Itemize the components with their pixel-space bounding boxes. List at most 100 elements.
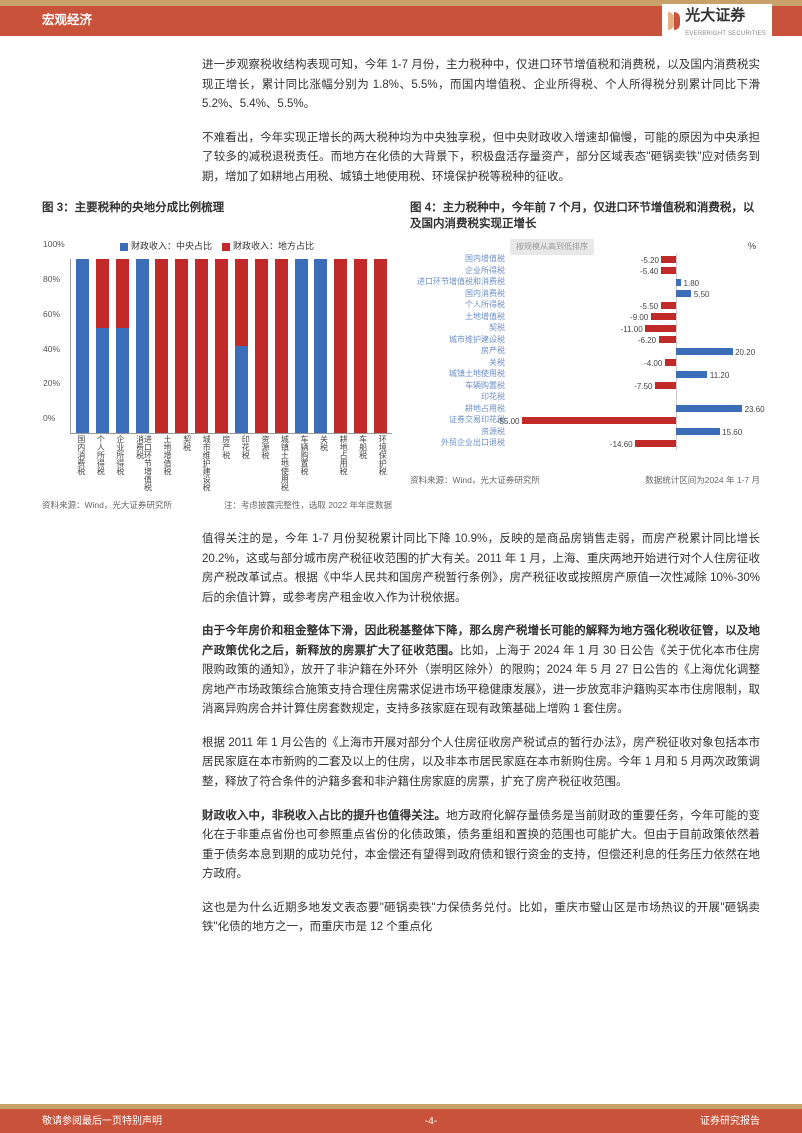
chart4-track: -9.00 (508, 313, 760, 320)
chart3-seg-local (96, 259, 109, 329)
chart3-seg-local (195, 259, 208, 433)
chart4-category: 城镇土地使用税 (410, 370, 508, 378)
chart3-legend: 财政收入：中央占比 财政收入：地方占比 (42, 239, 392, 254)
chart3-bar (175, 259, 188, 433)
chart4-value-label: 23.60 (745, 403, 765, 417)
chart3-xlabel: 耕地占用税 (339, 435, 347, 495)
body-p6-bold: 财政收入中，非税收入占比的提升也值得关注。 (202, 810, 446, 822)
chart3-seg-local (354, 259, 367, 433)
charts-row: 图 3：主要税种的央地分成比例梳理 财政收入：中央占比 财政收入：地方占比 国内… (42, 201, 760, 512)
chart4-value-label: 5.50 (694, 288, 710, 302)
legend-swatch-central (120, 243, 128, 251)
chart3-seg-central (235, 346, 248, 433)
chart3-seg-central (96, 328, 109, 432)
chart3-seg-local (215, 259, 228, 433)
chart4-track (508, 394, 760, 401)
chart3-ytick: 40% (43, 341, 60, 355)
chart3-bars (71, 259, 392, 433)
chart4-bar (659, 336, 676, 343)
chart4-row: 资源税15.60 (410, 426, 760, 438)
chart4-track: 20.20 (508, 348, 760, 355)
chart4-row: 城市维护建设税-6.20 (410, 334, 760, 346)
chart4-bar (635, 440, 676, 447)
legend-local: 财政收入：地方占比 (233, 241, 314, 251)
chart3-xlabel: 环境保护税 (378, 435, 386, 495)
chart3-xlabel: 关税 (320, 435, 328, 495)
chart4-zero-line (676, 437, 677, 450)
chart4-value-label: -6.20 (638, 334, 656, 348)
chart4-track: -55.00 (508, 417, 760, 424)
chart3-seg-local (235, 259, 248, 346)
chart4-value-label: 15.60 (722, 426, 742, 440)
chart3-plot: 国内消费税个人所得税企业所得税进口环节增值税消费税土地增值税契税城市维护建设税房… (70, 259, 392, 434)
logo-text-en: EVERBRIGHT SECURITIES (685, 29, 766, 39)
chart3-xlabel: 土地增值税 (163, 435, 171, 495)
chart3-source-right: 注：考虑披露完整性，选取 2022 年年度数据 (224, 498, 392, 512)
chart3-bar (275, 259, 288, 433)
chart3-seg-local (275, 259, 288, 433)
chart4-row: 外贸企业出口退税-14.60 (410, 437, 760, 449)
chart4-bar (676, 371, 707, 378)
body-p7: 这也是为什么近期多地发文表态要"砸锅卖铁"力保债务兑付。比如，重庆市璧山区是市场… (202, 899, 760, 938)
chart3-seg-central (314, 259, 327, 433)
chart4-bar (651, 313, 676, 320)
chart4-row: 车辆购置税-7.50 (410, 380, 760, 392)
chart3-xlabel: 城市维护建设税 (202, 435, 210, 495)
chart4-category: 国内消费税 (410, 290, 508, 298)
chart3-seg-central (116, 328, 129, 432)
chart3-xlabel: 个人所得税 (96, 435, 104, 495)
chart4-value-label: 20.20 (735, 346, 755, 360)
chart3-bar (76, 259, 89, 433)
intro-p1: 进一步观察税收结构表现可知，今年 1-7 月份，主力税种中，仅进口环节增值税和消… (202, 56, 760, 115)
chart3-seg-local (175, 259, 188, 433)
chart4-row: 耕地占用税23.60 (410, 403, 760, 415)
chart4-bar (665, 359, 676, 366)
chart4-value-label: -7.50 (634, 380, 652, 394)
chart4-category: 企业所得税 (410, 267, 508, 275)
chart4-category: 印花税 (410, 393, 508, 401)
chart3-seg-local (334, 259, 347, 433)
chart3-bar (235, 259, 248, 433)
chart4-row: 房产税20.20 (410, 345, 760, 357)
chart3-seg-central (76, 259, 89, 433)
chart3-bar (334, 259, 347, 433)
chart3-source: 资料来源：Wind，光大证券研究所 注：考虑披露完整性，选取 2022 年年度数… (42, 498, 392, 512)
chart3-bar (155, 259, 168, 433)
body-p6: 财政收入中，非税收入占比的提升也值得关注。地方政府化解存量债务是当前财政的重要任… (202, 807, 760, 885)
chart4-row: 企业所得税-5.40 (410, 265, 760, 277)
chart4-value-label: 11.20 (710, 369, 729, 383)
chart3-ytick: 20% (43, 376, 60, 390)
footer-page: -4- (425, 1113, 437, 1130)
chart4-source-right: 数据统计区间为2024 年 1-7 月 (645, 473, 760, 487)
chart3-xlabel: 车船税 (359, 435, 367, 495)
chart4-row: 土地增值税-9.00 (410, 311, 760, 323)
chart3-bar (96, 259, 109, 433)
legend-central: 财政收入：中央占比 (131, 241, 212, 251)
chart3-bar (195, 259, 208, 433)
chart4-category: 证券交易印花税 (410, 416, 508, 424)
chart3-column: 图 3：主要税种的央地分成比例梳理 财政收入：中央占比 财政收入：地方占比 国内… (42, 201, 392, 512)
header-category: 宏观经济 (42, 10, 92, 31)
header-band: 宏观经济 光大证券 EVERBRIGHT SECURITIES (0, 6, 802, 36)
chart4-title: 图 4：主力税种中，今年前 7 个月，仅进口环节增值税和消费税，以及国内消费税实… (410, 201, 760, 233)
chart4-row: 个人所得税-5.50 (410, 299, 760, 311)
chart4-row: 契税-11.00 (410, 322, 760, 334)
footer-left: 敬请参阅最后一页特别声明 (42, 1113, 162, 1130)
chart3-ytick: 0% (43, 411, 55, 425)
chart3-bar (295, 259, 308, 433)
chart3-xlabel: 国内消费税 (77, 435, 85, 495)
chart4-unit: % (748, 239, 756, 254)
chart3-xlabel: 城镇土地使用税 (280, 435, 288, 495)
chart4-row: 证券交易印花税-55.00 (410, 414, 760, 426)
chart4-category: 房产税 (410, 347, 508, 355)
chart4-track: 11.20 (508, 371, 760, 378)
chart3-xlabel: 印花税 (241, 435, 249, 495)
footer: 敬请参阅最后一页特别声明 -4- 证券研究报告 (0, 1109, 802, 1133)
chart4-row: 国内增值税-5.20 (410, 253, 760, 265)
chart4-category: 关税 (410, 359, 508, 367)
chart3-xlabel: 房产税 (222, 435, 230, 495)
chart3-source-left: 资料来源：Wind，光大证券研究所 (42, 498, 172, 512)
chart4-plot: 按规模从高到低排序 % 国内增值税-5.20企业所得税-5.40进口环节增值税和… (410, 239, 760, 469)
chart4-bar (645, 325, 676, 332)
chart3-seg-local (155, 259, 168, 433)
